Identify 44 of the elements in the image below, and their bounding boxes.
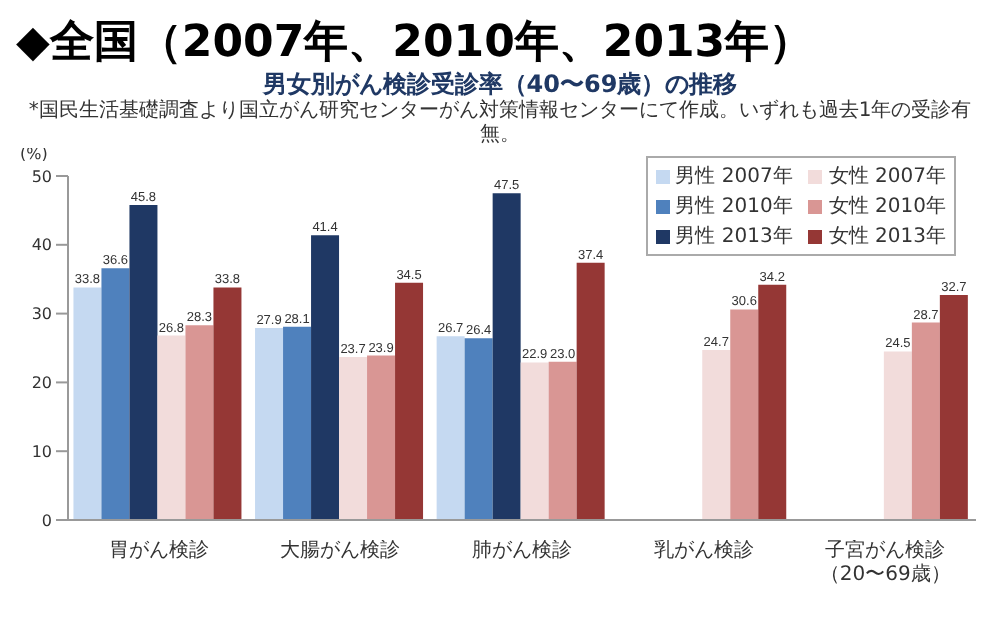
- x-tick-label: 大腸がん検診: [278, 540, 403, 564]
- bar: [911, 322, 940, 520]
- x-tick-label: 胃がん検診: [106, 540, 211, 564]
- x-tick-label: 乳がん検診: [651, 540, 756, 564]
- bar: [576, 262, 605, 520]
- bar: [255, 328, 284, 520]
- bar: [939, 295, 968, 520]
- bar: [311, 235, 340, 520]
- bar: [283, 326, 312, 520]
- bar: [395, 282, 424, 520]
- legend-label: 女性 2010年: [828, 193, 946, 220]
- bar: [367, 355, 396, 520]
- y-tick-label: 0: [41, 511, 52, 530]
- bar: [464, 338, 493, 520]
- x-tick-label: 肺がん検診: [470, 540, 574, 564]
- bar: [548, 361, 577, 520]
- bar: [730, 309, 759, 520]
- bar: [520, 362, 549, 520]
- y-tick-label: 20: [31, 374, 52, 393]
- bar: [436, 336, 465, 520]
- chart-title: ◆全国（2007年、2010年、2013年）: [16, 16, 816, 70]
- bar: [185, 325, 214, 520]
- bar: [73, 287, 102, 520]
- legend-label: 男性 2013年: [675, 223, 793, 250]
- bar: [129, 204, 158, 520]
- bar: [702, 350, 731, 520]
- bar: [101, 268, 130, 520]
- y-tick-label: 40: [31, 236, 52, 255]
- legend-label: 女性 2013年: [828, 223, 946, 250]
- bar: [758, 284, 787, 520]
- y-axis-title: (%): [20, 145, 48, 164]
- legend-label: 男性 2010年: [675, 193, 793, 220]
- legend-label: 女性 2007年: [828, 163, 946, 190]
- chart-subtitle: 男女別がん検診受診率（40〜69歳）の推移: [260, 70, 740, 99]
- y-tick-label: 30: [31, 305, 52, 324]
- bar: [157, 335, 186, 520]
- legend-label: 男性 2007年: [675, 163, 793, 190]
- bar: [492, 193, 521, 520]
- y-tick-label: 50: [31, 167, 52, 186]
- text: *国民生活基礎調査より国立がん研究センターがん対策情報センターにて作成。いずれも過去1年の受診有無。: [26, 100, 974, 148]
- bar: [339, 356, 368, 520]
- bar: [883, 351, 912, 520]
- bar: [213, 287, 242, 520]
- y-tick-label: 10: [31, 442, 52, 461]
